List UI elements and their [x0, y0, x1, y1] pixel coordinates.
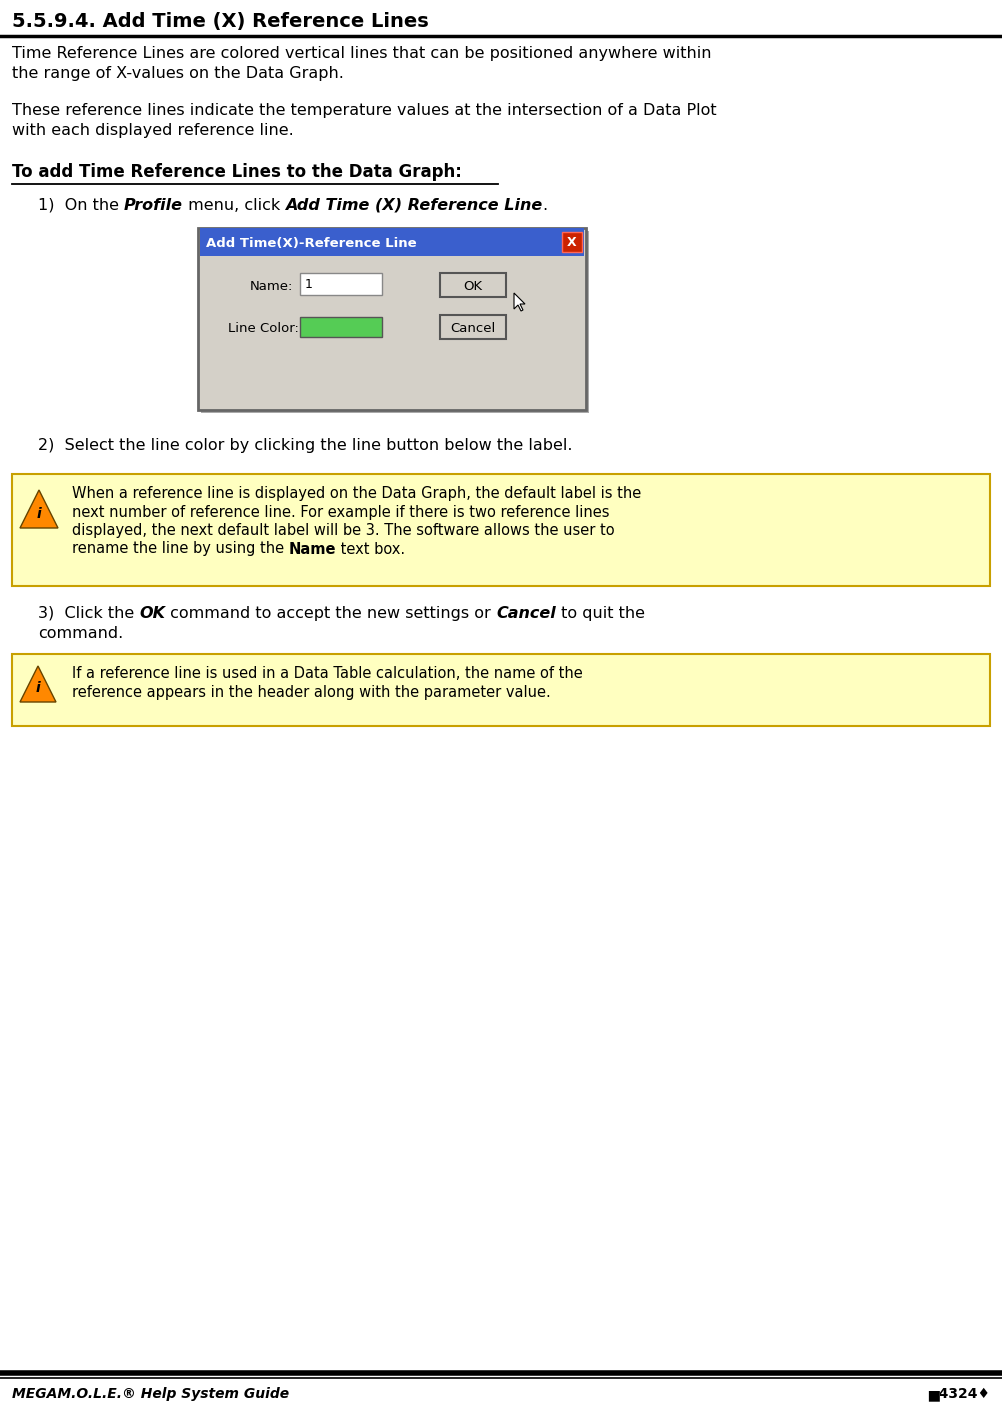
Polygon shape — [20, 666, 56, 702]
Text: Name: Name — [289, 542, 337, 557]
Text: displayed, the next default label will be 3. The software allows the user to: displayed, the next default label will b… — [72, 523, 614, 537]
Text: OK: OK — [464, 280, 483, 293]
Bar — [440, 273, 506, 297]
Text: command to accept the new settings or: command to accept the new settings or — [165, 606, 496, 620]
Text: X: X — [567, 235, 577, 249]
Text: reference appears in the header along with the parameter value.: reference appears in the header along wi… — [72, 684, 551, 699]
Text: menu, click: menu, click — [183, 198, 286, 212]
Text: Cancel: Cancel — [450, 322, 496, 335]
Text: Name:: Name: — [250, 280, 294, 293]
Text: MEGAM.O.L.E.® Help System Guide: MEGAM.O.L.E.® Help System Guide — [12, 1387, 290, 1401]
Text: Time Reference Lines are colored vertical lines that can be positioned anywhere : Time Reference Lines are colored vertica… — [12, 46, 711, 82]
Text: Add Time (X) Reference Line: Add Time (X) Reference Line — [286, 198, 543, 212]
Text: Line Color:: Line Color: — [228, 322, 299, 335]
Text: 3)  Click the: 3) Click the — [38, 606, 139, 620]
Text: 5.5.9.4. Add Time (X) Reference Lines: 5.5.9.4. Add Time (X) Reference Lines — [12, 13, 429, 31]
Text: When a reference line is displayed on the Data Graph, the default label is the: When a reference line is displayed on th… — [72, 485, 641, 501]
Text: ▆4324♦: ▆4324♦ — [928, 1387, 990, 1401]
Bar — [201, 231, 589, 414]
Text: text box.: text box. — [337, 542, 406, 557]
Polygon shape — [514, 293, 525, 311]
Bar — [198, 228, 586, 409]
Text: 2)  Select the line color by clicking the line button below the label.: 2) Select the line color by clicking the… — [38, 438, 572, 453]
Text: .: . — [543, 198, 548, 212]
Polygon shape — [20, 490, 58, 528]
Text: 1: 1 — [305, 279, 313, 291]
Text: Profile: Profile — [124, 198, 183, 212]
Text: These reference lines indicate the temperature values at the intersection of a D: These reference lines indicate the tempe… — [12, 103, 716, 138]
Bar — [440, 315, 506, 339]
Text: OK: OK — [139, 606, 165, 620]
Text: to quit the: to quit the — [556, 606, 645, 620]
Text: next number of reference line. For example if there is two reference lines: next number of reference line. For examp… — [72, 505, 609, 519]
Text: rename the line by using the: rename the line by using the — [72, 542, 289, 557]
Text: i: i — [36, 681, 40, 695]
Text: command.: command. — [38, 626, 123, 642]
Bar — [12, 654, 990, 726]
Text: 1)  On the: 1) On the — [38, 198, 124, 212]
Bar — [200, 228, 584, 256]
Text: Add Time(X)-Reference Line: Add Time(X)-Reference Line — [206, 236, 417, 249]
Bar — [300, 273, 382, 295]
Text: i: i — [37, 507, 41, 521]
Text: To add Time Reference Lines to the Data Graph:: To add Time Reference Lines to the Data … — [12, 163, 462, 182]
Bar — [12, 474, 990, 585]
Bar — [562, 232, 582, 252]
Bar — [300, 317, 382, 338]
Text: If a reference line is used in a Data Table calculation, the name of the: If a reference line is used in a Data Ta… — [72, 666, 583, 681]
Text: Cancel: Cancel — [496, 606, 556, 620]
